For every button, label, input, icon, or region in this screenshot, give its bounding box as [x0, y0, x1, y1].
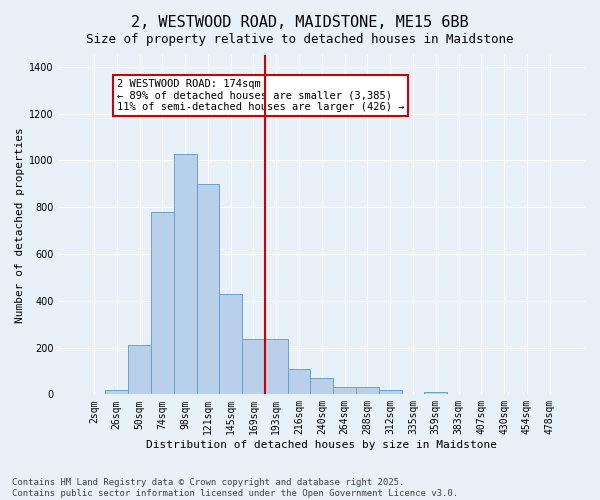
Bar — [265, 340, 287, 394]
Bar — [151, 212, 174, 394]
Bar — [106, 390, 128, 394]
Bar — [424, 392, 447, 394]
Text: Contains HM Land Registry data © Crown copyright and database right 2025.
Contai: Contains HM Land Registry data © Crown c… — [12, 478, 458, 498]
Text: Size of property relative to detached houses in Maidstone: Size of property relative to detached ho… — [86, 32, 514, 46]
Bar — [128, 345, 151, 395]
Bar — [333, 388, 356, 394]
Bar — [310, 378, 333, 394]
Bar — [219, 294, 242, 394]
Text: 2 WESTWOOD ROAD: 174sqm
← 89% of detached houses are smaller (3,385)
11% of semi: 2 WESTWOOD ROAD: 174sqm ← 89% of detache… — [117, 79, 404, 112]
X-axis label: Distribution of detached houses by size in Maidstone: Distribution of detached houses by size … — [146, 440, 497, 450]
Bar — [197, 184, 219, 394]
Bar — [287, 368, 310, 394]
Bar — [379, 390, 401, 394]
Bar — [242, 340, 265, 394]
Bar — [356, 388, 379, 394]
Bar — [174, 154, 197, 394]
Y-axis label: Number of detached properties: Number of detached properties — [15, 127, 25, 322]
Text: 2, WESTWOOD ROAD, MAIDSTONE, ME15 6BB: 2, WESTWOOD ROAD, MAIDSTONE, ME15 6BB — [131, 15, 469, 30]
